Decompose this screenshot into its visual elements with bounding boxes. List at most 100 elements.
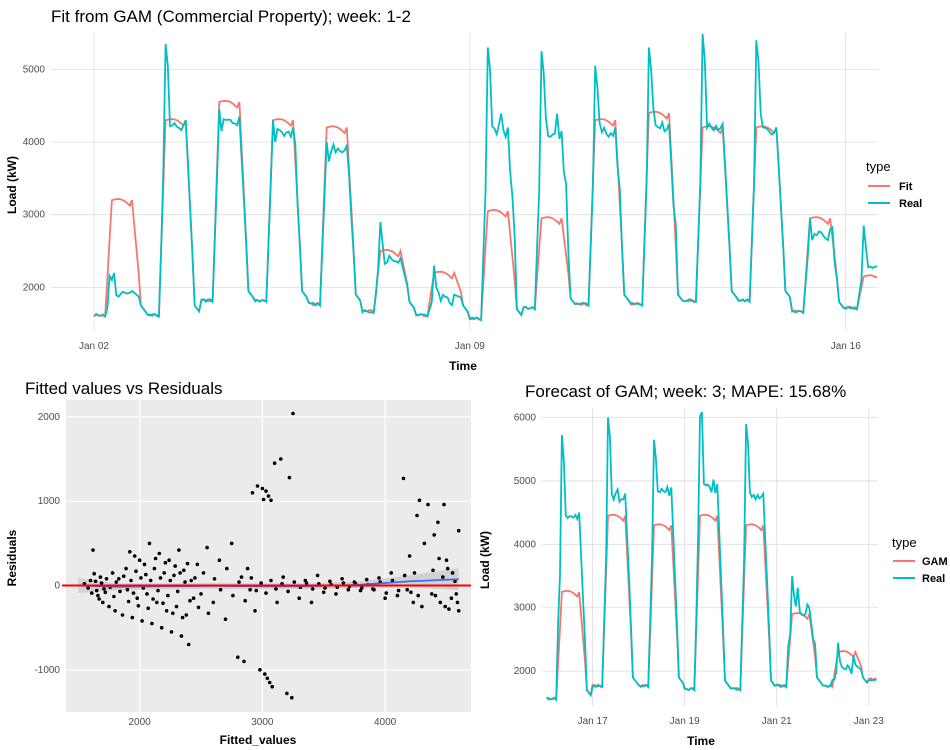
scatter-point [146, 606, 150, 611]
scatter-point [275, 600, 279, 605]
scatter-point [147, 541, 152, 546]
scatter-point [206, 611, 211, 616]
scatter-point [107, 604, 111, 609]
scatter-point [174, 604, 179, 609]
forecast-chart: Forecast of GAM; week: 3; MAPE: 15.68% 2… [480, 382, 948, 748]
scatter-point [323, 586, 327, 590]
scatter-point [145, 592, 149, 596]
scatter-point [92, 571, 96, 576]
scatter-point [255, 484, 260, 488]
scatter-point [237, 580, 241, 584]
scatter-point [167, 558, 171, 562]
fit-chart-title: Fit from GAM (Commercial Property); week… [51, 7, 411, 26]
x-tick-label: Jan 02 [79, 341, 109, 352]
scatter-point [131, 591, 136, 595]
scatter-point [441, 575, 445, 579]
scatter-point [341, 581, 346, 585]
scatter-point [163, 560, 168, 565]
scatter-point [395, 593, 400, 598]
scatter-point [112, 594, 116, 599]
y-tick-label: 5000 [23, 64, 46, 75]
scatter-point [245, 566, 250, 571]
scatter-point [455, 600, 460, 605]
scatter-point [173, 564, 177, 568]
scatter-point [136, 604, 141, 608]
scatter-point [166, 593, 170, 598]
scatter-point [260, 486, 265, 491]
y-tick-label: 2000 [514, 666, 537, 677]
scatter-point [292, 580, 297, 584]
scatter-point [129, 578, 133, 583]
scatter-point [212, 577, 217, 581]
scatter-point [156, 588, 160, 593]
scatter-point [261, 497, 266, 502]
scatter-point [409, 590, 413, 595]
x-tick-label: 3000 [251, 717, 274, 728]
scatter-point [269, 578, 273, 583]
scatter-point [416, 593, 421, 598]
forecast-chart-xlabel: Time [687, 734, 715, 748]
scatter-point [90, 591, 94, 595]
scatter-point [426, 502, 430, 507]
scatter-point [225, 566, 229, 571]
scatter-point [139, 576, 143, 580]
scatter-point [132, 554, 137, 558]
scatter-point [185, 561, 190, 566]
residuals-chart: Fitted values vs Residuals -1000 0 1000 200… [5, 379, 471, 747]
fit-chart-ylabel: Load (kW) [5, 156, 19, 214]
fit-legend-label-real: Real [899, 198, 922, 210]
scatter-point [88, 578, 93, 583]
scatter-point [104, 577, 109, 581]
scatter-point [144, 572, 148, 577]
y-tick-label: -1000 [34, 665, 60, 676]
scatter-point [211, 600, 216, 605]
fit-legend-title: type [866, 159, 891, 174]
scatter-point [412, 571, 417, 575]
forecast-legend-label-real: Real [922, 573, 945, 585]
scatter-point [102, 587, 106, 591]
scatter-point [217, 558, 222, 562]
scatter-point [184, 613, 189, 617]
scatter-point [178, 571, 182, 575]
scatter-point [310, 587, 315, 591]
forecast-chart-ylabel: Load (kW) [480, 531, 492, 589]
scatter-point [272, 461, 277, 465]
scatter-point [433, 593, 438, 598]
scatter-point [449, 596, 454, 600]
scatter-point [396, 588, 401, 593]
x-tick-label: Jan 23 [854, 716, 884, 727]
scatter-point [402, 573, 407, 578]
y-tick-label: 4000 [23, 137, 46, 148]
scatter-point [110, 571, 115, 575]
scatter-point [134, 569, 138, 573]
scatter-point [130, 615, 135, 620]
scatter-point [186, 642, 191, 647]
residuals-chart-ylabel: Residuals [5, 529, 19, 586]
scatter-point [239, 575, 244, 579]
scatter-point [266, 494, 271, 498]
y-tick-label: 3000 [514, 603, 537, 614]
scatter-point [113, 609, 117, 613]
scatter-point [229, 541, 234, 546]
y-tick-label: 5000 [514, 476, 537, 487]
scatter-point [456, 528, 461, 533]
scatter-point [124, 566, 128, 571]
scatter-point [157, 551, 162, 556]
residuals-chart-xlabel: Fitted_values [220, 733, 297, 747]
x-tick-label: Jan 21 [762, 716, 792, 727]
scatter-point [243, 598, 247, 603]
fit-chart: Fit from GAM (Commercial Property); week… [5, 7, 922, 373]
scatter-point [140, 619, 144, 623]
y-tick-label: 6000 [514, 413, 537, 424]
scatter-point [114, 580, 119, 584]
scatter-point [172, 573, 176, 578]
scatter-point [193, 576, 197, 580]
scatter-point [281, 575, 286, 579]
scatter-point [411, 600, 416, 605]
x-tick-label: Jan 19 [670, 716, 700, 727]
scatter-point [291, 411, 295, 416]
scatter-point [231, 593, 235, 598]
scatter-point [297, 596, 302, 600]
scatter-point [258, 668, 262, 672]
scatter-point [180, 615, 185, 620]
